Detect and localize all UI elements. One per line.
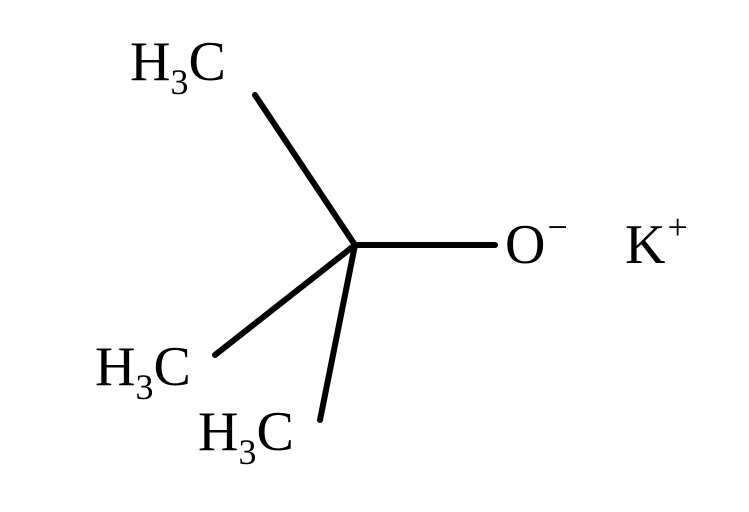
label-ch3-bottom: H3C	[198, 401, 294, 472]
bond-c-ch3-top	[255, 95, 355, 245]
label-ch3-top: H3C	[130, 31, 226, 102]
label-ch3-left: H3C	[95, 336, 191, 407]
label-potassium: K+	[625, 207, 688, 276]
molecule-diagram: H3C H3C H3C O− K+	[0, 0, 749, 512]
label-oxygen: O−	[505, 207, 568, 276]
